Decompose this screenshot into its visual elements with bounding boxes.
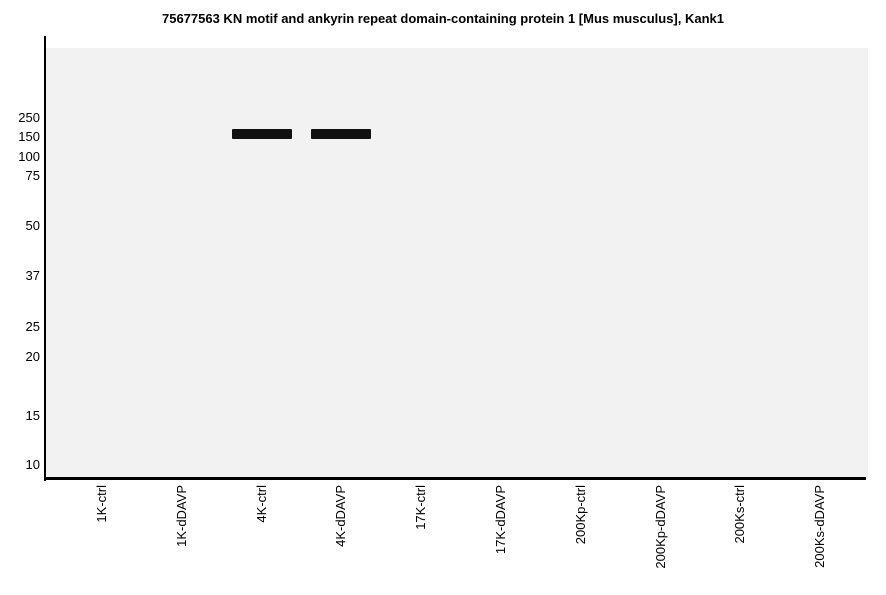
y-axis-tick-label: 10 [25, 456, 40, 472]
blot-plot-area [46, 48, 868, 479]
y-axis-tick-label: 20 [25, 349, 40, 365]
y-axis-tick-label: 100 [18, 149, 40, 165]
x-axis-lane-label: 1K-ctrl [94, 485, 109, 523]
y-axis-tick-label: 150 [18, 128, 40, 144]
y-axis-tick-label: 25 [25, 318, 40, 334]
x-axis-lane-label: 1K-dDAVP [173, 485, 189, 547]
y-axis-line [44, 36, 46, 481]
chart-title: 75677563 KN motif and ankyrin repeat dom… [161, 11, 724, 26]
x-axis-lane-label: 200Kp-ctrl [572, 485, 588, 545]
x-axis-lane-label: 200Ks-ctrl [732, 485, 748, 544]
x-axis-lane-label: 4K-ctrl [253, 485, 269, 523]
y-axis-tick-label: 75 [25, 168, 40, 183]
y-axis-tick-label: 37 [25, 267, 40, 283]
protein-band [231, 129, 292, 140]
x-axis-lane-label: 200Ks-dDAVP [812, 485, 828, 568]
x-axis-lane-label: 200Kp-dDAVP [652, 485, 668, 569]
y-axis-tick-label: 50 [25, 218, 40, 233]
x-axis-line [44, 477, 866, 480]
protein-band [311, 129, 372, 140]
x-axis-lane-label: 17K-dDAVP [493, 485, 508, 555]
x-axis-lane-label: 4K-dDAVP [333, 485, 349, 547]
x-axis-lane-label: 17K-ctrl [413, 485, 429, 530]
y-axis-tick-label: 15 [25, 408, 40, 424]
y-axis-tick-label: 250 [18, 110, 40, 126]
